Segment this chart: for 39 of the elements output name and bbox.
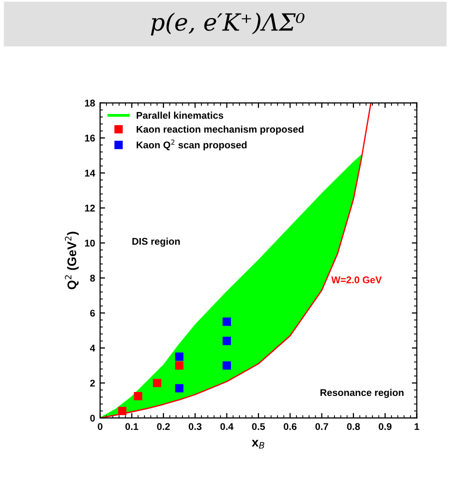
point bbox=[118, 406, 126, 416]
y-tick-label: 2 bbox=[90, 380, 95, 387]
legend-label: Parallel kinematics bbox=[136, 112, 224, 119]
x-axis-title: x$_{B}$ bbox=[252, 440, 264, 449]
x-tick-label: 0.2 bbox=[157, 423, 170, 430]
x-tick-label: 0 bbox=[98, 423, 102, 430]
point bbox=[222, 361, 231, 370]
legend-label: Kaon Q$^{2}$ scan proposed bbox=[136, 140, 247, 150]
x-tick-label: 0.9 bbox=[378, 423, 392, 430]
chart-title: p(e, e′K⁺)ΛΣ⁰ bbox=[150, 12, 304, 36]
y-tick-label: 18 bbox=[85, 100, 95, 107]
x-tick-label: 0.3 bbox=[188, 423, 202, 430]
y-tick-label: 4 bbox=[90, 344, 96, 352]
point bbox=[175, 384, 184, 392]
x-tick-label: 0.6 bbox=[284, 423, 297, 430]
annotation: DIS region bbox=[132, 238, 180, 247]
x-tick-label: 1 bbox=[414, 423, 420, 430]
y-tick-label: 0 bbox=[90, 414, 95, 422]
y-tick-label: 12 bbox=[85, 204, 95, 212]
point bbox=[134, 392, 142, 400]
x-tick-label: 0.4 bbox=[220, 423, 234, 430]
point bbox=[222, 336, 231, 346]
point bbox=[175, 352, 184, 361]
x-tick-label: 0.8 bbox=[347, 423, 360, 430]
y-tick-label: 8 bbox=[90, 274, 95, 282]
x-tick-label: 0.5 bbox=[252, 423, 265, 430]
y-axis-title: Q$^{2}$ (GeV$^{2}$) bbox=[64, 232, 79, 290]
y-tick-label: 10 bbox=[85, 240, 95, 247]
annotation: Resonance region bbox=[320, 388, 404, 398]
y-tick-label: 16 bbox=[85, 134, 95, 142]
point bbox=[175, 361, 184, 370]
x-tick-label: 0.1 bbox=[125, 423, 138, 430]
series-label: W=2.0 GeV bbox=[331, 276, 382, 284]
x-tick-label: 0.7 bbox=[315, 423, 328, 430]
y-tick-label: 14 bbox=[85, 170, 96, 176]
y-tick-label: 6 bbox=[90, 310, 95, 317]
point bbox=[152, 378, 162, 388]
legend-label: Kaon reaction mechanism proposed bbox=[136, 126, 304, 135]
point bbox=[222, 318, 231, 326]
